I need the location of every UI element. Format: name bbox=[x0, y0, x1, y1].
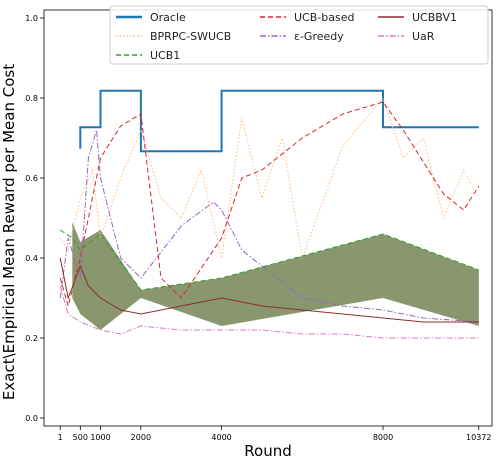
x-tick-label: 4000 bbox=[211, 433, 231, 442]
legend-label: UCB1 bbox=[150, 49, 180, 62]
series-line-uar bbox=[59, 285, 479, 339]
series-line-ucbbv1 bbox=[59, 257, 479, 323]
x-axis-label: Round bbox=[244, 442, 291, 460]
x-tick-label: 8000 bbox=[373, 433, 393, 442]
legend: Oracle BPRPC-SWUCB UCB1 UCB-based ε-Greedy UC… bbox=[109, 5, 489, 65]
series-line-ucb1 bbox=[59, 229, 479, 291]
x-tick-label: 1000 bbox=[90, 433, 110, 442]
x-axis: 1 500 1000 2000 4000 8000 10372 bbox=[58, 426, 491, 442]
series-layer bbox=[59, 89, 480, 339]
y-tick-label: 1.0 bbox=[25, 14, 38, 23]
legend-label: UCB-based bbox=[294, 11, 354, 24]
y-tick-label: 0.6 bbox=[25, 174, 38, 183]
series-line-oracle bbox=[79, 89, 479, 153]
x-tick-label: 2000 bbox=[131, 433, 151, 442]
legend-label: UaR bbox=[412, 30, 435, 43]
legend-label: BPRPC-SWUCB bbox=[150, 30, 231, 43]
x-tick-label: 500 bbox=[73, 433, 88, 442]
y-axis: 0.0 0.2 0.4 0.6 0.8 1.0 bbox=[25, 14, 44, 423]
series-line-ucb-based bbox=[59, 101, 480, 308]
legend-label: UCBBV1 bbox=[412, 11, 457, 24]
legend-box bbox=[109, 5, 489, 65]
y-tick-label: 0.2 bbox=[25, 334, 38, 343]
y-tick-label: 0.8 bbox=[25, 94, 38, 103]
y-tick-label: 0.0 bbox=[25, 414, 38, 423]
y-tick-label: 0.4 bbox=[25, 254, 38, 263]
series-line--greedy bbox=[59, 129, 479, 323]
y-axis-label: Exact\Empirical Mean Reward per Mean Cos… bbox=[0, 64, 18, 400]
legend-label: Oracle bbox=[150, 11, 186, 24]
ucb1-band-layer bbox=[72, 222, 479, 330]
ucb1-confidence-band bbox=[72, 222, 479, 330]
x-tick-label: 1 bbox=[58, 433, 63, 442]
x-tick-label: 10372 bbox=[466, 433, 491, 442]
legend-label: ε-Greedy bbox=[294, 30, 344, 43]
